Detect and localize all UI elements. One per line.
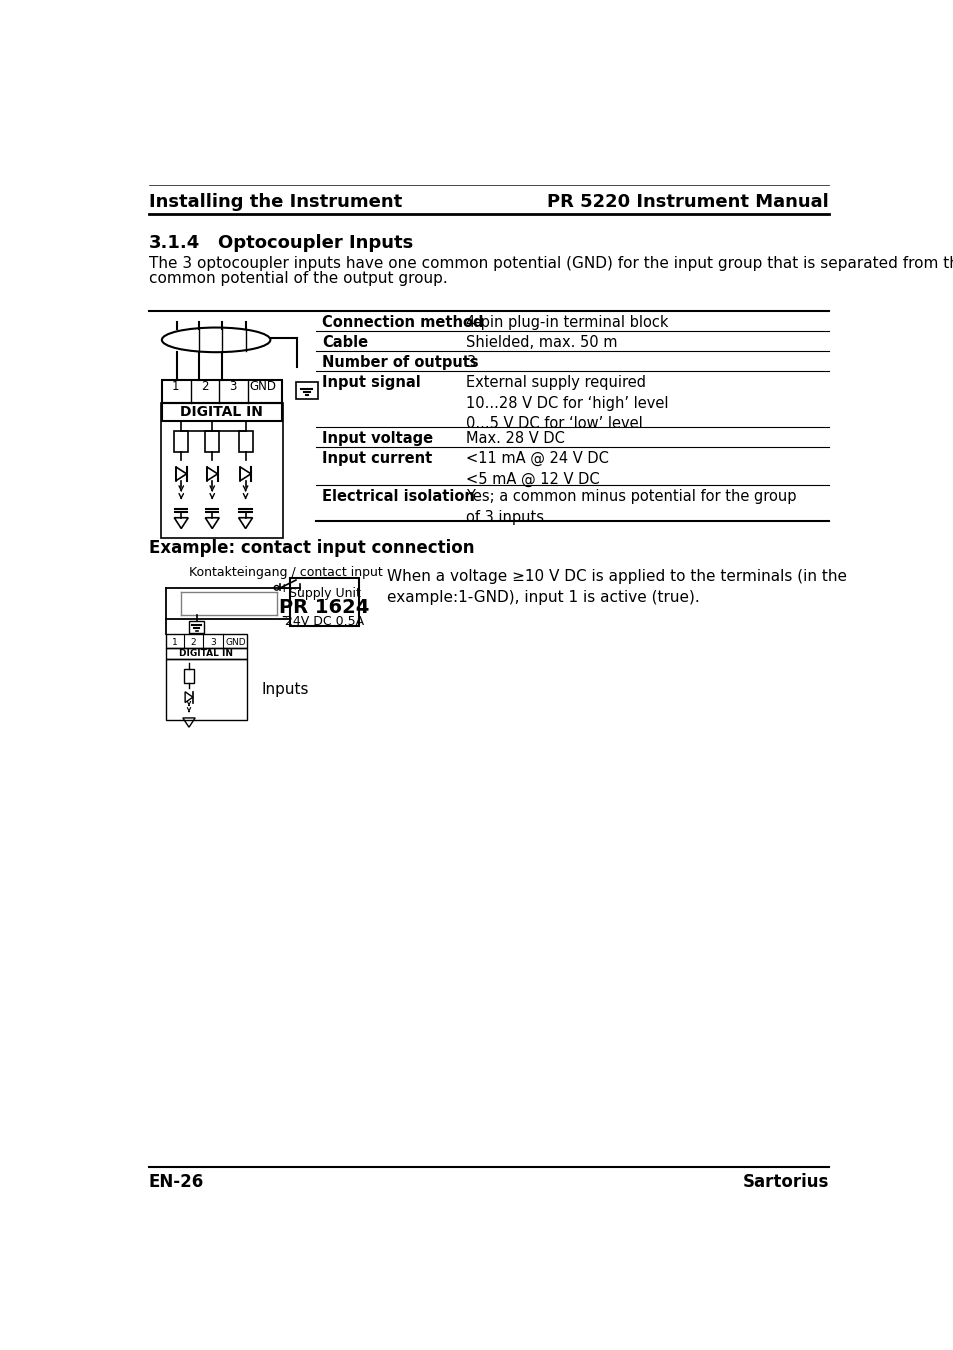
Text: Shielded, max. 50 m: Shielded, max. 50 m xyxy=(466,335,618,350)
Bar xyxy=(290,578,359,625)
Bar xyxy=(162,379,282,404)
Text: 1: 1 xyxy=(172,637,178,647)
Text: -: - xyxy=(280,609,286,624)
Text: DIGITAL IN: DIGITAL IN xyxy=(179,649,233,657)
Text: Optocoupler Inputs: Optocoupler Inputs xyxy=(218,234,414,251)
Text: 3: 3 xyxy=(210,637,215,647)
Text: PR 5220 Instrument Manual: PR 5220 Instrument Manual xyxy=(547,193,828,211)
Text: +: + xyxy=(278,582,289,595)
Text: Connection method: Connection method xyxy=(322,316,483,331)
Bar xyxy=(166,648,247,659)
Text: EN-26: EN-26 xyxy=(149,1173,204,1191)
Bar xyxy=(189,621,204,633)
Text: Max. 28 V DC: Max. 28 V DC xyxy=(466,431,565,446)
Text: Sartorius: Sartorius xyxy=(742,1173,828,1191)
Text: GND: GND xyxy=(225,637,246,647)
Text: 1: 1 xyxy=(172,381,178,393)
Text: Input voltage: Input voltage xyxy=(322,431,433,446)
Text: 3.1.4: 3.1.4 xyxy=(149,234,200,251)
Text: PR 1624: PR 1624 xyxy=(279,598,370,617)
Text: Input current: Input current xyxy=(322,451,432,466)
Text: Input signal: Input signal xyxy=(322,375,420,390)
Text: <11 mA @ 24 V DC
<5 mA @ 12 V DC: <11 mA @ 24 V DC <5 mA @ 12 V DC xyxy=(466,451,609,486)
Bar xyxy=(238,431,253,452)
Text: Cable: Cable xyxy=(322,335,368,350)
Text: Yes; a common minus potential for the group
of 3 inputs: Yes; a common minus potential for the gr… xyxy=(466,489,796,525)
Text: Number of outputs: Number of outputs xyxy=(322,355,478,370)
Text: 2: 2 xyxy=(191,637,196,647)
Text: Supply Unit: Supply Unit xyxy=(289,587,360,599)
Bar xyxy=(295,382,317,400)
Text: Electrical isolation: Electrical isolation xyxy=(322,489,475,505)
Bar xyxy=(162,404,282,421)
Text: The 3 optocoupler inputs have one common potential (GND) for the input group tha: The 3 optocoupler inputs have one common… xyxy=(149,256,953,271)
Text: 3: 3 xyxy=(230,381,236,393)
Bar xyxy=(183,668,194,683)
Text: Kontakteingang / contact input: Kontakteingang / contact input xyxy=(189,566,382,579)
Text: External supply required
10...28 V DC for ‘high’ level
0...5 V DC for ‘low’ leve: External supply required 10...28 V DC fo… xyxy=(466,375,668,431)
Text: 3: 3 xyxy=(466,355,476,370)
Text: DIGITAL IN: DIGITAL IN xyxy=(180,405,263,420)
Text: When a voltage ≥10 V DC is applied to the terminals (in the
example:1-GND), inpu: When a voltage ≥10 V DC is applied to th… xyxy=(386,568,845,605)
Text: Inputs: Inputs xyxy=(261,682,308,697)
Bar xyxy=(205,431,219,452)
Text: GND: GND xyxy=(249,381,275,393)
Text: 24V DC 0.5A: 24V DC 0.5A xyxy=(285,614,364,628)
Text: 4-pin plug-in terminal block: 4-pin plug-in terminal block xyxy=(466,316,668,331)
Bar xyxy=(166,634,247,648)
Bar xyxy=(161,404,282,537)
Text: 2: 2 xyxy=(200,381,208,393)
Bar xyxy=(174,431,188,452)
Text: Installing the Instrument: Installing the Instrument xyxy=(149,193,401,211)
Text: Example: contact input connection: Example: contact input connection xyxy=(149,539,474,558)
Bar xyxy=(166,659,247,721)
Text: common potential of the output group.: common potential of the output group. xyxy=(149,270,447,286)
